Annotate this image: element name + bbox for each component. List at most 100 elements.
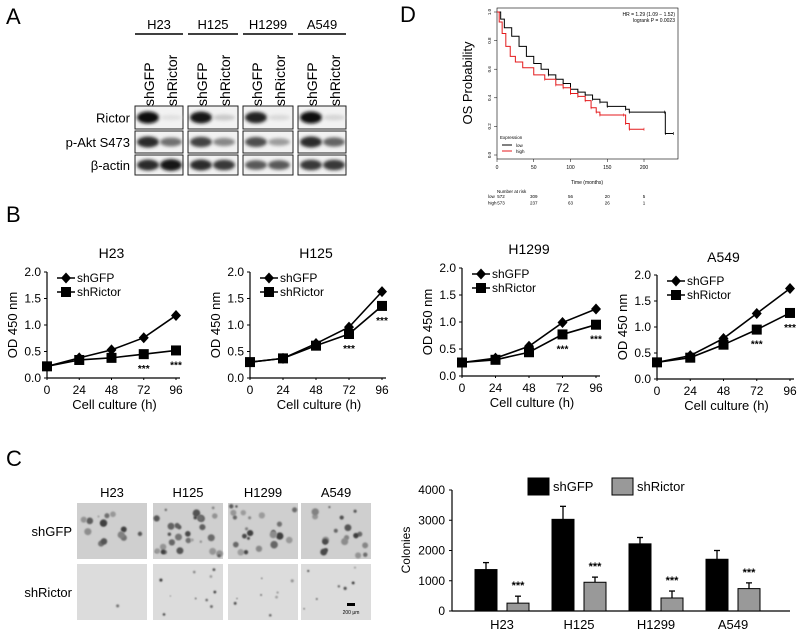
colony [337, 585, 341, 588]
significance-marker: *** [666, 575, 680, 587]
bar-shGFP [474, 569, 498, 612]
data-point-shRictor [751, 324, 762, 335]
colony [167, 522, 175, 530]
colony-image [153, 564, 223, 620]
y-tick-label: 0.6 [487, 66, 492, 73]
colony [233, 601, 237, 605]
risk-value: 63 [568, 201, 574, 206]
x-tick-label: 0 [44, 383, 51, 397]
lane-label: shGFP [194, 62, 210, 106]
survival-curve-high [497, 11, 644, 130]
colony [290, 579, 294, 583]
colony [333, 528, 338, 533]
colony [260, 594, 262, 596]
colony [159, 543, 167, 551]
colony [303, 608, 305, 610]
statistics-text: HR = 1.29 (1.09 − 1.52) [622, 12, 675, 18]
y-tick-label: 2.0 [24, 265, 41, 279]
colony [232, 541, 239, 548]
colony [242, 533, 247, 539]
chart-title: H23 [99, 245, 125, 261]
colony-image [301, 564, 371, 620]
colony [229, 504, 234, 509]
data-point-shGFP [785, 283, 795, 295]
colony [285, 536, 293, 544]
colony [97, 515, 100, 518]
line-chart-h125: H125 0.0 0.5 1.0 1.5 2.0 0 24 48 72 96 Cell culture… [208, 245, 389, 412]
colony [154, 548, 161, 554]
y-tick-label: 3000 [418, 513, 445, 527]
y-tick-label: 0.5 [227, 345, 244, 359]
colony [185, 531, 191, 537]
risk-value: 5 [643, 194, 646, 199]
data-point-shRictor [171, 345, 181, 356]
blot-band [160, 114, 182, 121]
y-tick-label: 1.5 [24, 292, 41, 306]
y-tick-label: 0.2 [487, 123, 492, 130]
image-background [301, 564, 371, 620]
blot-band [323, 114, 345, 121]
colony [110, 511, 116, 518]
legend-marker [476, 283, 486, 293]
y-axis-label: OD 450 nm [5, 292, 20, 358]
x-tick-label: 24 [489, 381, 503, 395]
x-axis-label: Cell culture (h) [684, 398, 769, 413]
colony [209, 547, 217, 555]
colony [162, 613, 166, 616]
risk-value: 309 [530, 194, 538, 199]
colony [159, 578, 163, 582]
data-point-shGFP [106, 344, 117, 356]
colony [362, 542, 369, 549]
cell-line-header: H1299 [249, 17, 287, 32]
plot-frame [496, 7, 679, 160]
colony [243, 550, 249, 555]
data-point-shGFP [557, 317, 568, 329]
significance-marker: *** [512, 580, 526, 592]
legend-label: shRictor [77, 285, 121, 299]
significance-marker: *** [138, 364, 150, 375]
data-point-shGFP [751, 307, 762, 319]
line-chart-h1299: H1299 0.0 0.5 1.0 1.5 2.0 0 24 48 72 96 Cell cultur… [420, 241, 603, 410]
cell-line-header: A549 [307, 17, 337, 32]
colony-image [228, 503, 298, 559]
x-axis-label: Time (months) [571, 180, 603, 186]
colony [276, 532, 284, 540]
colony [168, 539, 176, 546]
significance-marker: *** [170, 360, 182, 371]
colony [192, 570, 196, 574]
blot-band [245, 137, 267, 147]
line-chart-a549: A549 0.0 0.5 1.0 1.5 2.0 0 24 48 72 96 Cell culture… [615, 249, 797, 413]
colony [164, 508, 168, 512]
legend-label: shGFP [492, 267, 529, 281]
y-tick-label: 0.0 [439, 369, 456, 383]
x-tick-label: 72 [342, 383, 356, 397]
y-axis-label: Colonies [399, 527, 413, 574]
survival-curve-low [497, 11, 674, 135]
data-point-shGFP [171, 309, 181, 321]
legend-marker [476, 268, 486, 280]
colony [207, 534, 215, 542]
risk-value: 26 [605, 201, 611, 206]
blot-band [300, 159, 322, 171]
colony [194, 516, 197, 519]
data-point-shRictor [652, 357, 662, 368]
lane-label: shRictor [327, 54, 343, 106]
x-tick-label: 24 [73, 383, 87, 397]
bar-shGFP [628, 543, 652, 612]
legend-label: shRictor [492, 281, 536, 295]
image-row-label: shRictor [24, 585, 72, 600]
legend-marker [264, 287, 274, 297]
blot-band [323, 159, 345, 171]
legend-title: Expression [500, 135, 523, 140]
significance-marker: *** [743, 567, 757, 579]
x-tick-label: 72 [137, 383, 151, 397]
x-tick-label: 200 [640, 165, 649, 171]
colony [120, 526, 127, 533]
legend-label: shGFP [280, 271, 317, 285]
y-tick-label: 4000 [418, 483, 445, 497]
colony [213, 590, 217, 594]
legend-swatch [527, 477, 550, 496]
x-tick-label: 24 [276, 383, 290, 397]
blot-band [190, 136, 212, 148]
x-tick-label: 0 [247, 383, 254, 397]
